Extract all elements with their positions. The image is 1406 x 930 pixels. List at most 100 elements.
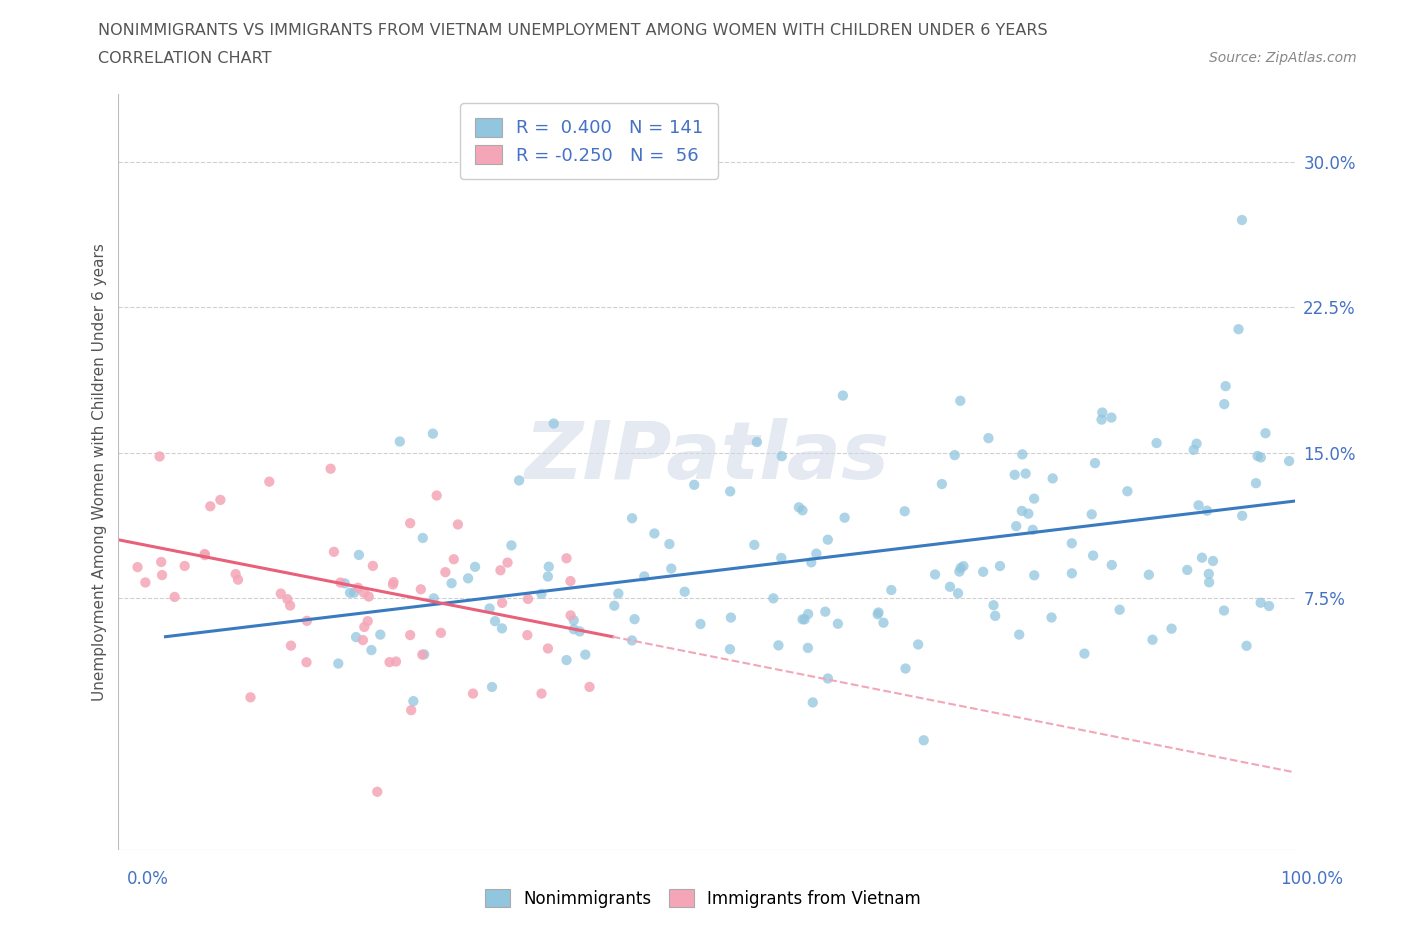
Point <box>194 547 217 562</box>
Point <box>1081 548 1104 563</box>
Point <box>658 537 681 551</box>
Point <box>792 503 814 518</box>
Point <box>1258 599 1281 614</box>
Point <box>127 560 149 575</box>
Point <box>868 605 890 620</box>
Point <box>1101 558 1123 573</box>
Point <box>280 638 302 653</box>
Point <box>194 548 217 563</box>
Point <box>800 555 823 570</box>
Point <box>768 638 790 653</box>
Point <box>163 590 186 604</box>
Point <box>447 517 470 532</box>
Point <box>347 548 370 563</box>
Point <box>385 654 408 669</box>
Point <box>382 575 405 590</box>
Point <box>333 576 356 591</box>
Point <box>270 586 292 601</box>
Point <box>1005 519 1028 534</box>
Point <box>574 647 596 662</box>
Point <box>946 586 969 601</box>
Point <box>948 565 970 579</box>
Point <box>1182 443 1205 458</box>
Point <box>620 633 643 648</box>
Point <box>295 655 318 670</box>
Point <box>1090 412 1112 427</box>
Point <box>422 591 444 605</box>
Point <box>464 559 486 574</box>
Point <box>814 604 837 619</box>
Point <box>150 567 173 582</box>
Point <box>226 572 249 587</box>
Point <box>440 576 463 591</box>
Text: Source: ZipAtlas.com: Source: ZipAtlas.com <box>1209 51 1357 65</box>
Point <box>225 566 247 581</box>
Point <box>1213 603 1236 618</box>
Point <box>1185 436 1208 451</box>
Point <box>434 565 457 579</box>
Point <box>537 559 560 574</box>
Point <box>1244 476 1267 491</box>
Point <box>977 431 1000 445</box>
Point <box>744 538 766 552</box>
Point <box>1197 503 1219 518</box>
Point <box>555 551 578 565</box>
Legend: Nonimmigrants, Immigrants from Vietnam: Nonimmigrants, Immigrants from Vietnam <box>478 883 928 914</box>
Point <box>1137 567 1160 582</box>
Point <box>623 612 645 627</box>
Point <box>718 484 741 498</box>
Point <box>378 655 401 670</box>
Point <box>907 637 929 652</box>
Point <box>278 598 301 613</box>
Point <box>200 498 222 513</box>
Point <box>939 579 962 594</box>
Point <box>496 555 519 570</box>
Point <box>1250 595 1272 610</box>
Point <box>381 577 404 591</box>
Point <box>562 613 585 628</box>
Text: 100.0%: 100.0% <box>1279 870 1343 888</box>
Point <box>797 606 820 621</box>
Point <box>568 624 591 639</box>
Point <box>508 473 530 488</box>
Point <box>621 511 644 525</box>
Point <box>949 561 972 576</box>
Point <box>801 695 824 710</box>
Point <box>239 690 262 705</box>
Point <box>952 559 974 574</box>
Point <box>762 591 785 605</box>
Point <box>491 621 513 636</box>
Point <box>1040 610 1063 625</box>
Point <box>1146 435 1168 450</box>
Point <box>988 559 1011 574</box>
Point <box>1246 448 1268 463</box>
Point <box>149 449 172 464</box>
Point <box>361 558 384 573</box>
Point <box>295 614 318 629</box>
Point <box>399 628 422 643</box>
Point <box>1014 466 1036 481</box>
Point <box>787 499 810 514</box>
Legend: R =  0.400   N = 141, R = -0.250   N =  56: R = 0.400 N = 141, R = -0.250 N = 56 <box>460 103 718 179</box>
Text: 0.0%: 0.0% <box>127 870 169 888</box>
Point <box>817 532 839 547</box>
Point <box>134 575 156 590</box>
Point <box>360 643 382 658</box>
Point <box>353 619 375 634</box>
Point <box>827 617 849 631</box>
Point <box>1024 491 1046 506</box>
Point <box>530 686 553 701</box>
Point <box>806 546 828 561</box>
Point <box>343 585 366 600</box>
Point <box>984 608 1007 623</box>
Point <box>357 614 380 629</box>
Point <box>491 595 513 610</box>
Point <box>1198 575 1220 590</box>
Point <box>834 511 856 525</box>
Point <box>831 388 853 403</box>
Point <box>259 474 281 489</box>
Point <box>1060 536 1083 551</box>
Point <box>745 434 768 449</box>
Point <box>322 544 344 559</box>
Point <box>603 598 626 613</box>
